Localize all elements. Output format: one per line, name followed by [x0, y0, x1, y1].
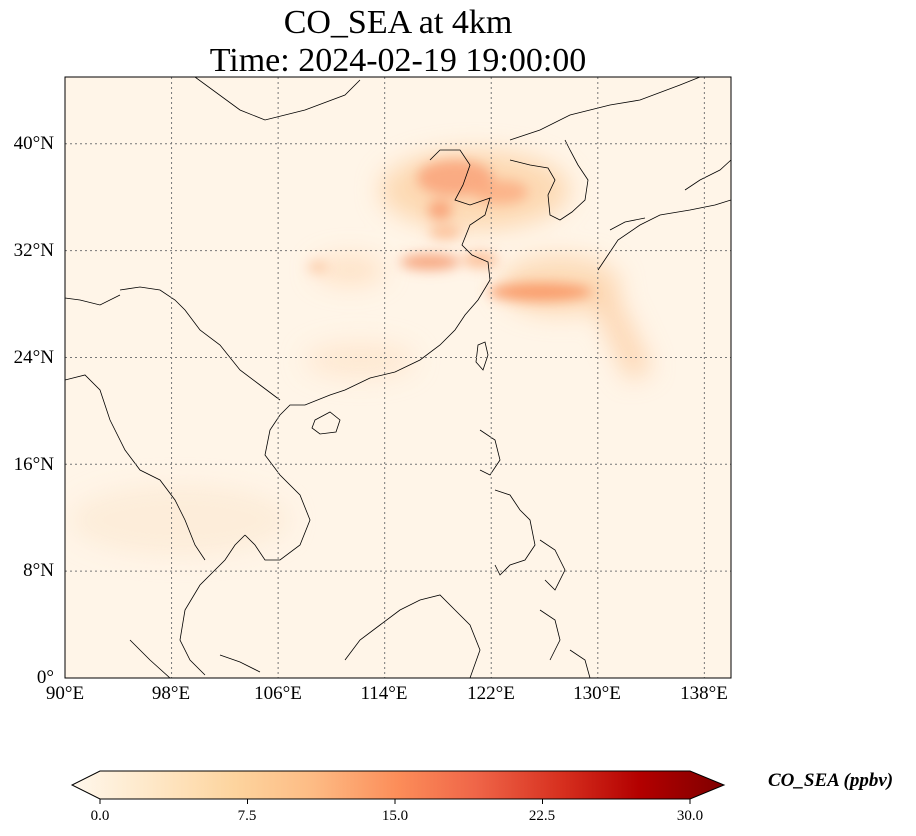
lat-tick-label: 32°N	[13, 240, 54, 261]
lat-tick-label: 0°	[36, 667, 54, 688]
lon-tick-label: 130°E	[573, 683, 621, 704]
lat-tick-label: 24°N	[13, 347, 54, 368]
colorbar-ticks	[99, 799, 691, 804]
colorbar	[70, 770, 726, 800]
colorbar-tick-label: 7.5	[237, 808, 257, 824]
lat-tick-label: 16°N	[13, 454, 54, 475]
lon-tick-label: 122°E	[467, 683, 515, 704]
map-title: CO_SEA at 4km	[283, 4, 513, 41]
lat-tick-label: 8°N	[23, 560, 54, 581]
concentration-field	[70, 150, 652, 555]
lon-tick-label: 98°E	[151, 683, 191, 704]
lon-tick-label: 138°E	[680, 683, 728, 704]
lat-tick-label: 40°N	[13, 133, 54, 154]
map-time: Time: 2024-02-19 19:00:00	[209, 42, 587, 79]
map-frame	[64, 76, 732, 679]
colorbar-tick-label: 0.0	[90, 808, 110, 824]
colorbar-tick-label: 15.0	[381, 808, 409, 824]
lon-tick-label: 90°E	[45, 683, 85, 704]
colorbar-tick-label: 22.5	[528, 808, 556, 824]
lon-tick-label: 114°E	[360, 683, 408, 704]
colorbar-tick-label: 30.0	[676, 808, 704, 824]
lon-tick-label: 106°E	[254, 683, 302, 704]
colorbar-label: CO_SEA (ppbv)	[768, 770, 894, 791]
colorbar-bar	[70, 770, 726, 800]
coastlines	[65, 77, 731, 678]
